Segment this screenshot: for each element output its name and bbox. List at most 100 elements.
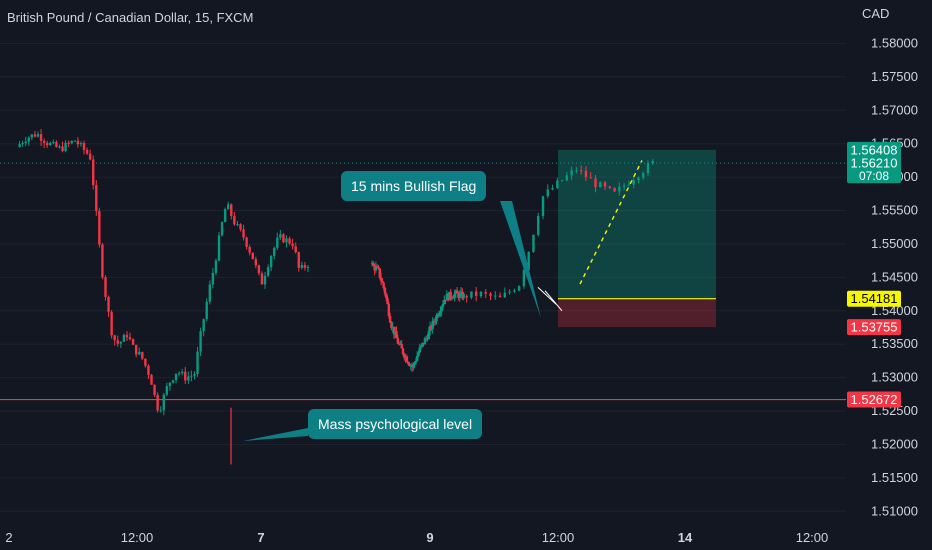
candle-body	[430, 325, 433, 330]
stop-price-tag: 1.53755	[851, 320, 898, 335]
candle-body	[196, 351, 199, 374]
callout-pointer	[500, 201, 541, 318]
candle-body	[162, 394, 165, 411]
x-tick-label: 2	[5, 530, 12, 545]
candle-body	[457, 293, 460, 298]
candle-body	[391, 326, 394, 329]
candle-body	[489, 293, 492, 296]
candle-body	[405, 356, 409, 363]
candle-body	[421, 342, 424, 346]
candle-body	[441, 303, 445, 307]
bullish-flag-annotation[interactable]: 15 mins Bullish Flag	[341, 171, 487, 201]
candle-body	[98, 211, 101, 245]
candle-body	[58, 146, 61, 148]
candle-body	[584, 170, 588, 178]
candle-body	[508, 291, 511, 293]
x-tick-label: 14	[678, 530, 693, 545]
candle-body	[437, 313, 441, 317]
candle-body	[18, 144, 21, 148]
stop-price-tag-bg	[847, 319, 901, 336]
candle-body	[445, 293, 449, 301]
candle-body	[434, 321, 437, 323]
candle-body	[474, 291, 478, 297]
candle-body	[565, 175, 569, 181]
candle-body	[599, 182, 602, 188]
candle-body	[184, 371, 187, 381]
candle-body	[589, 177, 592, 179]
candle-body	[390, 322, 393, 329]
candle-body	[494, 295, 497, 297]
candle-body	[408, 363, 411, 366]
candle-body	[575, 170, 578, 172]
candle-body	[618, 186, 621, 192]
psychological-level-annotation[interactable]: Mass psychological level	[308, 409, 483, 439]
candle-body	[39, 134, 43, 141]
candle-body	[245, 237, 248, 247]
candle-body	[150, 374, 153, 385]
y-tick-label: 1.58000	[871, 35, 918, 50]
candle-body	[73, 140, 77, 142]
candle-body	[27, 137, 30, 142]
candle-body	[560, 180, 564, 182]
candle-body	[236, 224, 239, 226]
candle-body	[55, 141, 58, 147]
candle-body	[428, 325, 432, 331]
candle-body	[202, 319, 205, 332]
candle-body	[134, 344, 138, 355]
candle-body	[187, 376, 190, 381]
candle-body	[627, 184, 631, 186]
candle-body	[177, 373, 181, 375]
candle-body	[381, 280, 384, 283]
candle-body	[383, 287, 387, 294]
candle-body	[551, 187, 554, 190]
candle-body	[498, 295, 502, 298]
candle-body	[144, 358, 147, 366]
candle-body	[409, 365, 412, 367]
x-tick-label: 12:00	[796, 530, 829, 545]
candle-body	[637, 177, 640, 181]
candle-body	[110, 311, 113, 336]
candle-body	[541, 196, 545, 217]
candle-body	[392, 326, 396, 335]
candle-body	[608, 186, 612, 188]
candle-body	[556, 180, 559, 188]
candle-body	[49, 143, 52, 146]
candle-body	[417, 352, 420, 356]
y-tick-label: 1.53000	[871, 370, 918, 385]
candle-body	[70, 140, 73, 144]
candle-body	[401, 348, 405, 355]
candle-body	[396, 338, 400, 344]
candle-body	[279, 234, 282, 238]
candle-body	[446, 293, 450, 301]
y-tick-label: 1.57000	[871, 102, 918, 117]
x-tick-label: 7	[257, 530, 264, 545]
candle-body	[388, 315, 392, 323]
candle-body	[423, 338, 427, 345]
candle-body	[462, 293, 465, 299]
candle-body	[131, 339, 135, 345]
candle-body	[33, 134, 37, 137]
candle-body	[386, 298, 389, 305]
candle-body	[397, 343, 401, 345]
candle-body	[603, 182, 607, 187]
candle-body	[403, 354, 406, 358]
candle-body	[141, 351, 144, 359]
candle-body	[119, 341, 123, 344]
candle-body	[291, 243, 294, 247]
candle-body	[214, 260, 218, 273]
candle-body	[484, 291, 487, 294]
candle-body	[594, 178, 597, 188]
candle-body	[404, 356, 407, 358]
candle-body	[448, 291, 451, 301]
candle-body	[537, 216, 540, 235]
candle-body	[517, 286, 521, 291]
candle-body	[632, 180, 635, 185]
candle-body	[288, 238, 291, 244]
candle-body	[570, 170, 573, 176]
candle-body	[282, 234, 285, 243]
candle-body	[413, 362, 416, 365]
candle-body	[64, 142, 67, 152]
candle-body	[422, 342, 425, 345]
candle-body	[443, 299, 446, 304]
